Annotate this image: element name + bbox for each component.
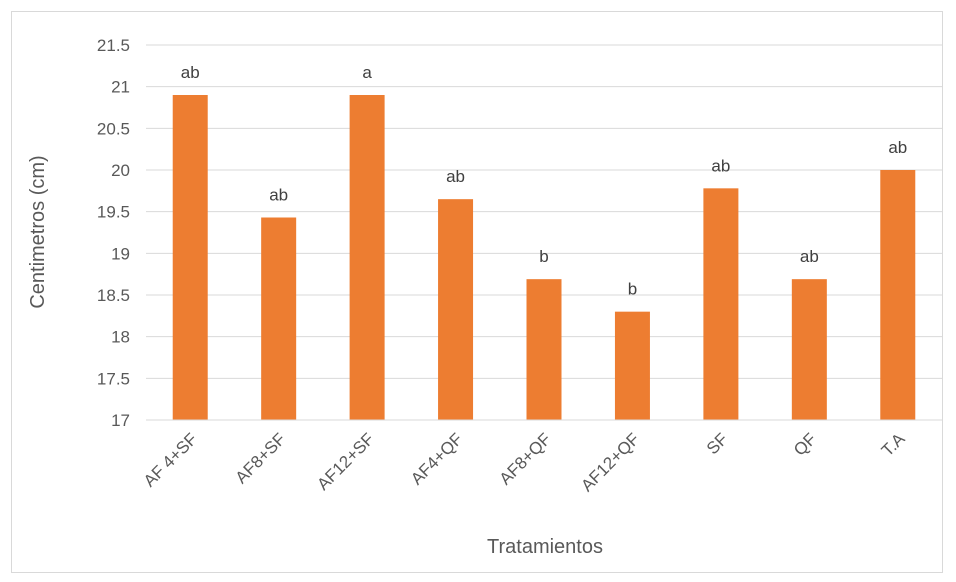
x-axis-ticks: AF 4+SF AF8+SF AF12+SF AF4+QF AF8+QF AF12+QF S… [140,429,909,495]
data-label: ab [269,186,288,205]
data-labels: ab ab a ab b b ab ab ab [181,63,907,299]
y-tick-label: 19 [111,244,130,263]
chart-frame [11,11,943,573]
data-label: b [539,247,548,266]
x-tick-label: AF12+SF [313,429,378,494]
y-axis-title: Centimetros (cm) [27,155,49,308]
bar [880,170,916,420]
x-tick-label: AF12+QF [577,429,643,495]
bar [438,199,474,420]
y-tick-label: 17.5 [97,369,130,388]
data-label: ab [800,247,819,266]
bar [703,188,739,420]
y-tick-label: 21 [111,78,130,97]
y-tick-label: 19.5 [97,203,130,222]
bar [261,217,297,420]
y-tick-label: 20 [111,161,130,180]
x-axis-title: Tratamientos [487,536,603,558]
x-tick-label: QF [790,429,820,459]
data-label: a [362,63,372,82]
x-tick-label: AF4+QF [407,429,466,488]
bar [526,279,562,420]
x-tick-label: T.A [878,429,909,460]
data-label: b [628,280,637,299]
data-label: ab [181,63,200,82]
data-label: ab [888,138,907,157]
y-tick-label: 18 [111,328,130,347]
y-tick-label: 17 [111,411,130,430]
y-tick-label: 20.5 [97,119,130,138]
x-tick-label: SF [703,429,732,458]
y-tick-label: 21.5 [97,36,130,55]
data-label: ab [446,167,465,186]
bar [349,95,385,420]
x-tick-label: AF8+SF [232,429,290,487]
bar [791,279,827,420]
y-axis-ticks: 17 17.5 18 18.5 19 19.5 20 20.5 21 21.5 [97,36,130,430]
x-tick-label: AF 4+SF [140,429,201,490]
x-tick-label: AF8+QF [496,429,555,488]
bars [172,95,916,420]
data-label: ab [711,156,730,175]
y-tick-label: 18.5 [97,286,130,305]
bar [614,311,650,420]
bar [172,95,208,420]
